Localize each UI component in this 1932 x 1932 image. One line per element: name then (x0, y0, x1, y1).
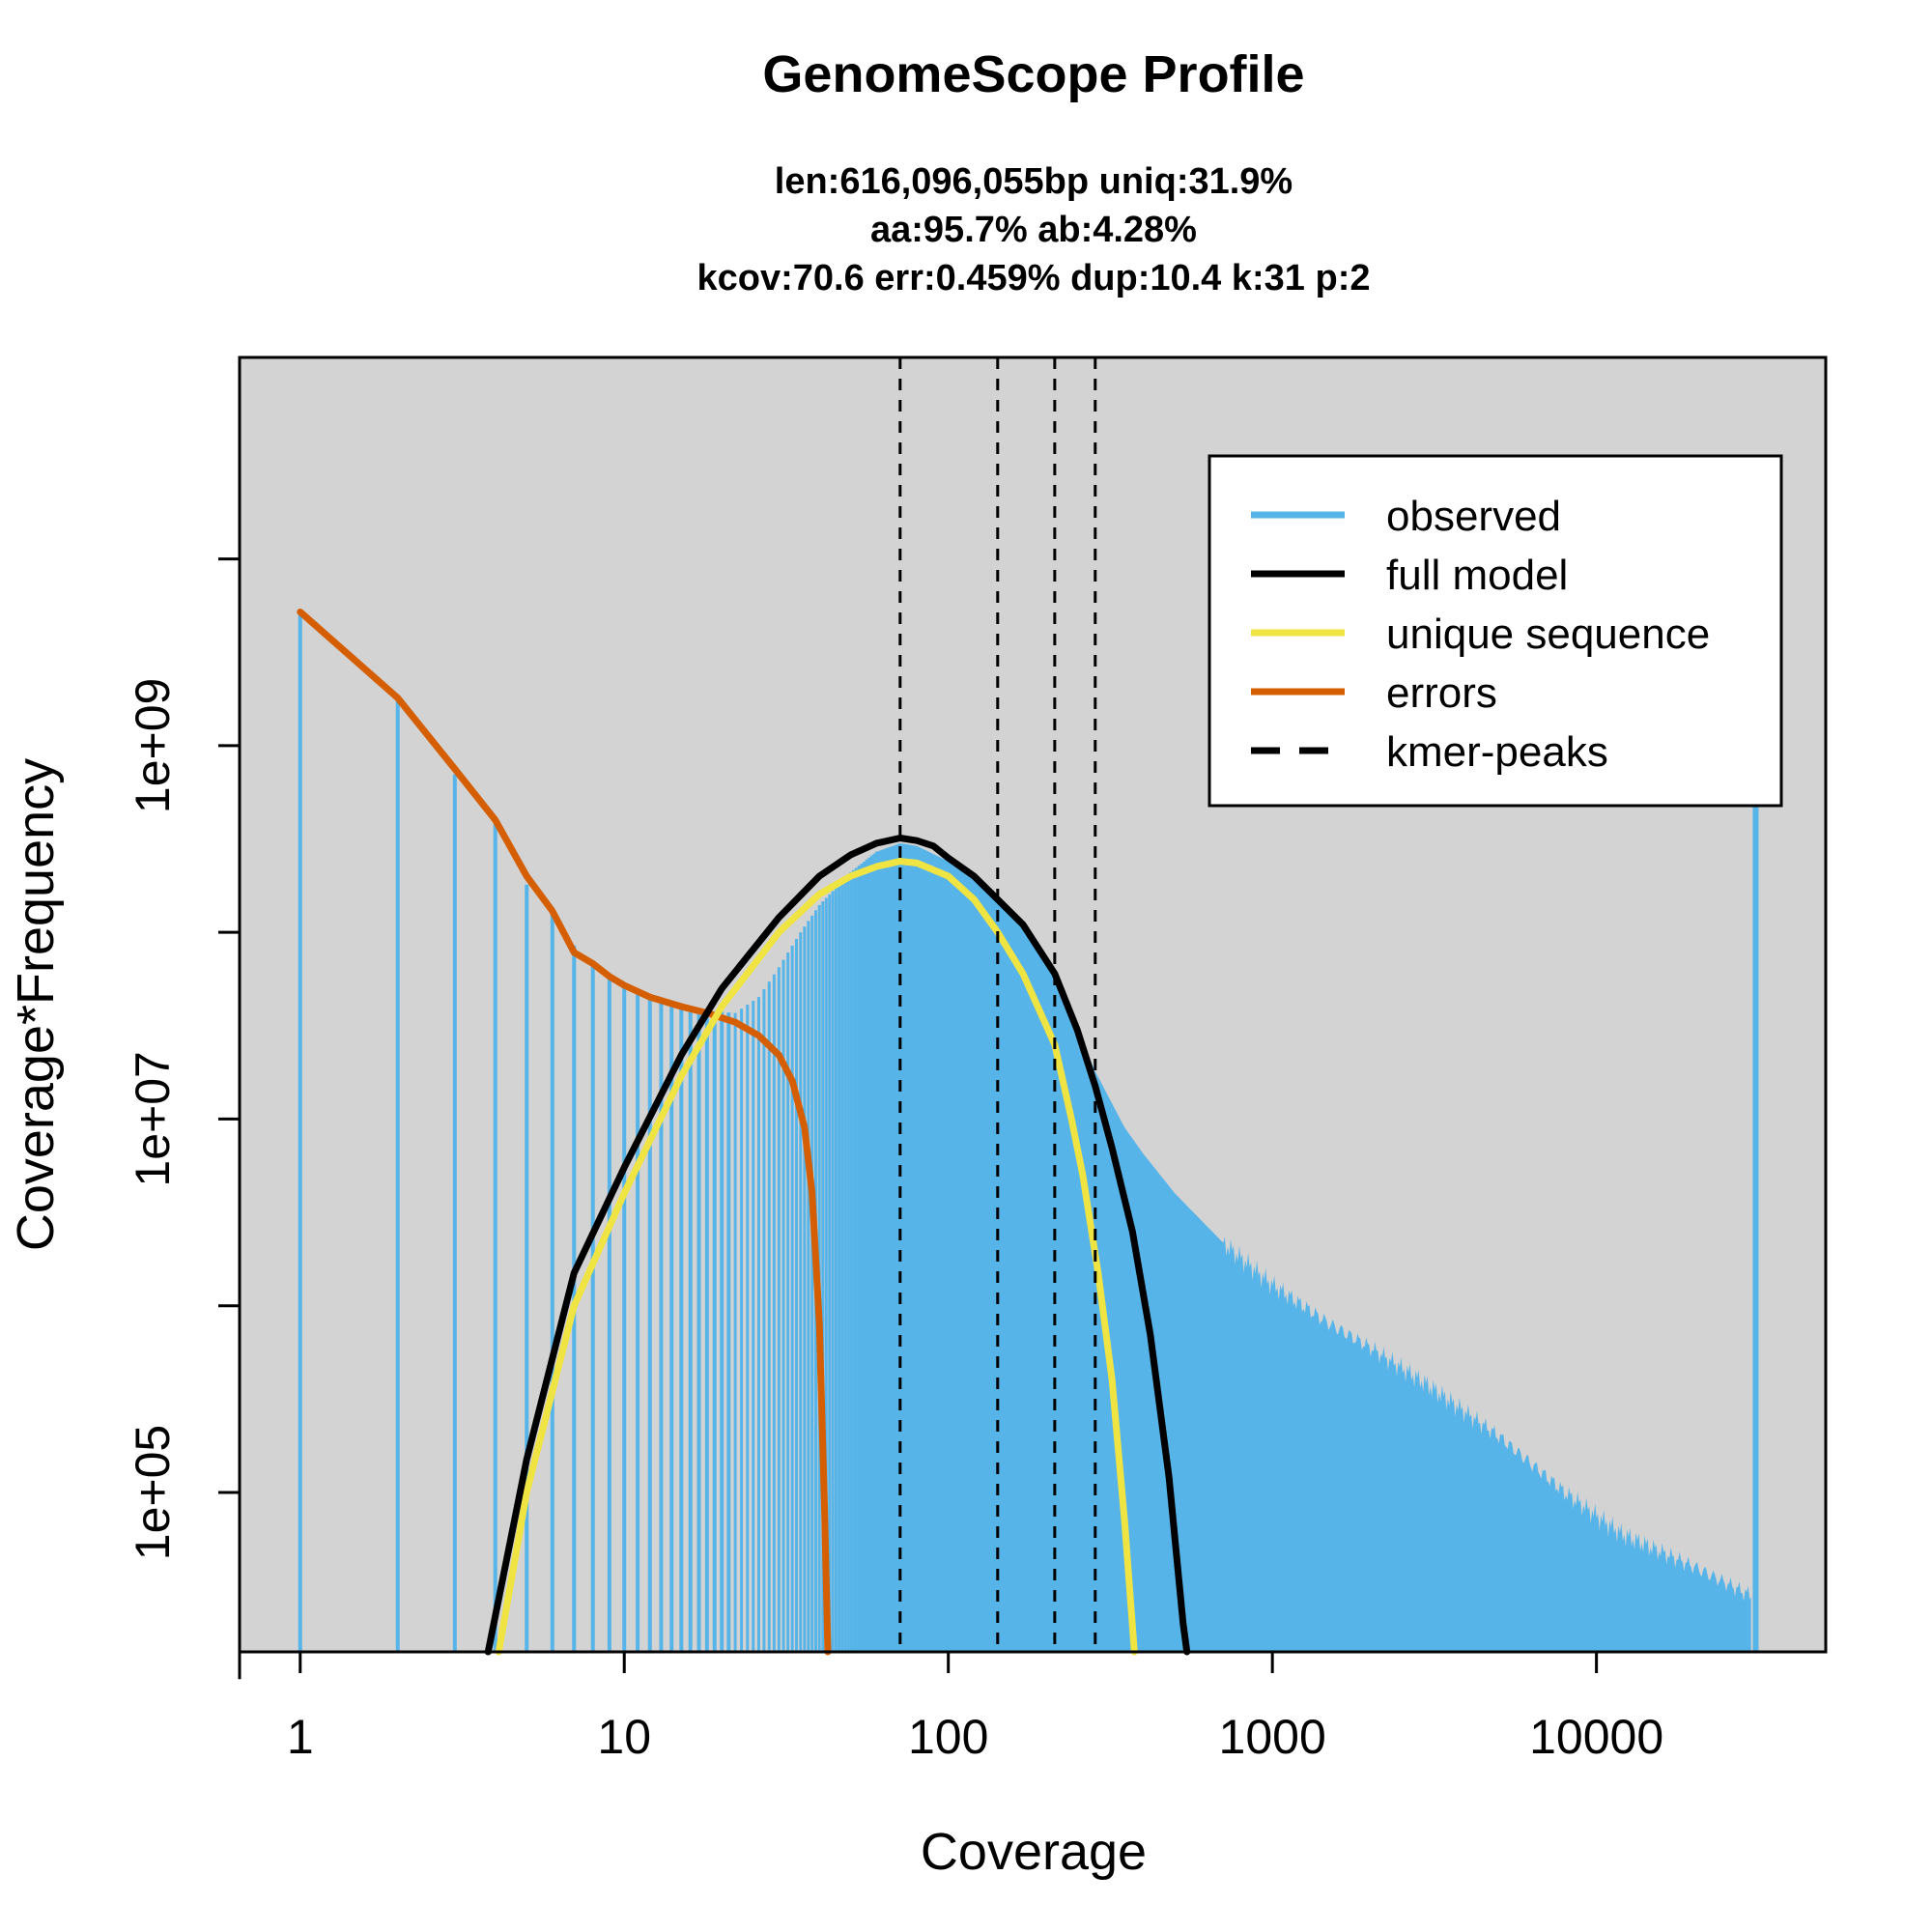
legend: observed full model unique sequence erro… (1208, 454, 1783, 808)
chart-subtitle-line-2: aa:95.7% ab:4.28% (870, 210, 1197, 250)
y-tick-label: 1e+07 (126, 1051, 180, 1186)
series-full-model (484, 835, 1191, 1656)
y-axis-label: Coverage*Frequency (7, 758, 65, 1251)
legend-label-unique-sequence: unique sequence (1386, 611, 1710, 658)
kmer-peak-lines (898, 357, 1097, 1652)
legend-label-errors: errors (1386, 669, 1497, 717)
legend-label-full-model: full model (1386, 552, 1568, 599)
legend-label-observed: observed (1386, 493, 1561, 540)
chart-subtitle-line-3: kcov:70.6 err:0.459% dup:10.4 k:31 p:2 (696, 258, 1370, 298)
x-tick-label: 1000 (1219, 1710, 1326, 1764)
chart-title: GenomeScope Profile (762, 45, 1304, 103)
plot-layer (297, 357, 1759, 1656)
y-axis: 1e+05 1e+07 1e+09 (126, 557, 242, 1680)
x-tick-label: 100 (908, 1710, 988, 1764)
chart-subtitle-line-1: len:616,096,055bp uniq:31.9% (775, 161, 1293, 202)
x-axis-label: Coverage (921, 1823, 1147, 1881)
series-unique-sequence (495, 858, 1138, 1656)
x-tick-label: 10000 (1529, 1710, 1663, 1764)
series-errors (297, 609, 832, 1656)
y-tick-label: 1e+09 (126, 678, 180, 813)
y-tick-label: 1e+05 (126, 1425, 180, 1560)
x-tick-label: 10 (597, 1710, 651, 1764)
x-axis: 1 10 100 1000 10000 (287, 1650, 1663, 1764)
x-tick-label: 1 (287, 1710, 314, 1764)
legend-label-kmer-peaks: kmer-peaks (1386, 728, 1608, 776)
